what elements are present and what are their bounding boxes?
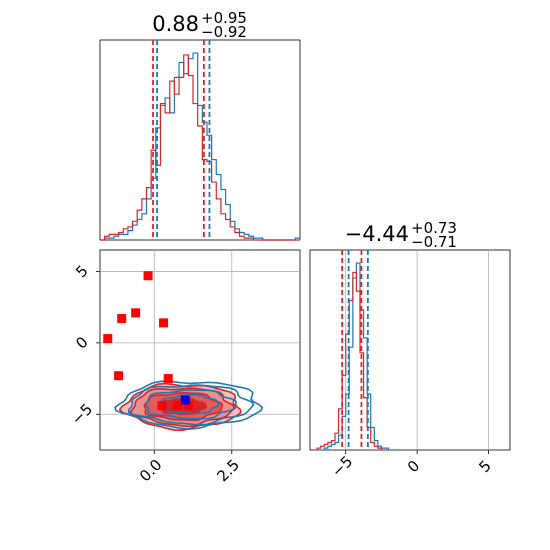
hist-param2-plus: +0.73	[411, 219, 457, 237]
hist-param2-xtick-label-2: 5	[475, 457, 494, 476]
joint-panel-frame	[99, 249, 301, 451]
joint-ytick-label-0: −5	[68, 400, 96, 428]
joint-series-a-contour-1	[145, 389, 238, 420]
hist-param2-minus: −0.71	[411, 233, 457, 251]
joint-point-series-b-9	[183, 401, 193, 411]
joint-ytick-label-2: 5	[72, 262, 91, 281]
joint-point-series-a-0	[180, 395, 190, 405]
joint-series-a-contour-2	[127, 384, 255, 426]
hist-param1-quantile-lines	[152, 40, 211, 240]
hist-param2-series-1-step	[316, 271, 389, 451]
hist-param1-title: 0.88 +0.95 −0.92	[152, 9, 247, 41]
joint-point-series-b-3	[143, 271, 153, 281]
joint-y-ticks: −5 0 5	[68, 262, 100, 428]
hist-param2-steps	[316, 262, 390, 451]
joint-point-series-b-1	[117, 314, 127, 324]
hist-panel-param2-frame	[309, 249, 511, 451]
joint-x-ticks: 0.0 2.5	[136, 450, 243, 485]
hist-param1-median: 0.88	[152, 12, 199, 36]
joint-point-series-b-4	[159, 318, 169, 328]
joint-point-series-b-6	[163, 374, 173, 384]
joint-xtick-label-1: 2.5	[213, 456, 243, 486]
joint-ytick-label-1: 0	[72, 333, 91, 352]
joint-point-series-b-2	[131, 308, 141, 318]
joint-point-series-b-8	[173, 401, 183, 411]
joint-series-a-contour-3	[113, 380, 264, 430]
hist-param2-xtick-label-0: −5	[328, 452, 356, 480]
joint-point-series-b-0	[103, 334, 113, 344]
joint-points	[103, 271, 193, 411]
hist-param2-title: −4.44 +0.73 −0.71	[345, 219, 457, 251]
joint-point-series-b-7	[157, 401, 167, 411]
hist-param2-xtick-label-1: 0	[404, 457, 423, 476]
hist-param1-plus: +0.95	[201, 9, 247, 27]
hist-param2-median: −4.44	[345, 222, 409, 246]
joint-series-b-fill-level-0	[159, 398, 207, 415]
hist-panel-param2: −5 0 5 −4.44 +0.73 −0.71	[309, 219, 511, 481]
hist-panel-param1: 0.88 +0.95 −0.92	[99, 9, 301, 241]
hist-param2-quantile-lines	[341, 250, 369, 450]
hist-param1-series-1-step	[100, 54, 300, 241]
hist-param1-steps	[100, 52, 301, 241]
joint-point-series-b-5	[114, 371, 124, 381]
hist-param1-series-0-step	[100, 52, 301, 241]
hist-panel-param1-frame	[99, 39, 301, 241]
hist-param1-minus: −0.92	[201, 23, 247, 41]
joint-xtick-label-0: 0.0	[136, 456, 166, 486]
hist-param2-x-ticks: −5 0 5	[328, 450, 495, 481]
joint-panel: 0.0 2.5 −5 0 5	[68, 249, 301, 485]
